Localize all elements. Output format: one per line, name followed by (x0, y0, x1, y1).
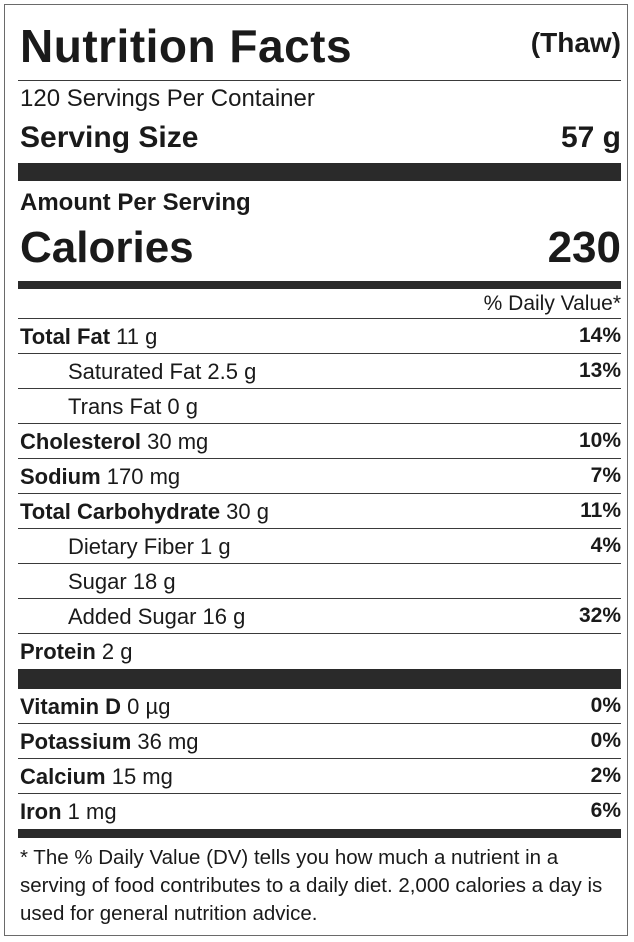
nutrient-name: Protein (20, 639, 96, 664)
daily-value-header: % Daily Value* (483, 292, 621, 315)
nutrient-amount: Sugar 18 g (68, 569, 176, 594)
nutrient-amount: Trans Fat 0 g (68, 394, 199, 419)
nutrient-row-saturated-fat: Saturated Fat 2.5 g 13% (18, 354, 621, 389)
vitamin-amount: 15 mg (105, 764, 173, 789)
vitamin-name: Vitamin D (20, 694, 122, 719)
nutrient-row-sugar: Sugar 18 g (18, 564, 621, 599)
nutrient-row-dietary-fiber: Dietary Fiber 1 g 4% (18, 529, 621, 564)
calories-label: Calories (20, 223, 194, 272)
servings-row: 120 Servings Per Container (18, 81, 621, 119)
nutrient-name: Cholesterol (20, 429, 142, 454)
nutrient-dv: 7% (590, 464, 621, 487)
nutrient-amount: Dietary Fiber 1 g (68, 534, 231, 559)
divider-medium (18, 829, 621, 838)
nutrient-amount: 170 mg (100, 464, 181, 489)
vitamin-amount: 36 mg (131, 729, 199, 754)
divider-medium (18, 281, 621, 289)
label-title: Nutrition Facts (20, 20, 353, 72)
title-row: Nutrition Facts (Thaw) (18, 5, 621, 81)
vitamin-row-vitamin-d: Vitamin D 0 µg 0% (18, 689, 621, 724)
nutrient-row-cholesterol: Cholesterol 30 mg 10% (18, 424, 621, 459)
nutrient-row-total-carbohydrate: Total Carbohydrate 30 g 11% (18, 494, 621, 529)
nutrient-row-protein: Protein 2 g (18, 634, 621, 669)
nutrient-row-added-sugar: Added Sugar 16 g 32% (18, 599, 621, 634)
servings-per-container: 120 Servings Per Container (20, 85, 315, 112)
serving-size-value: 57 g (560, 121, 621, 154)
vitamin-dv: 2% (590, 764, 621, 787)
vitamin-row-calcium: Calcium 15 mg 2% (18, 759, 621, 794)
nutrient-amount: 30 mg (141, 429, 209, 454)
amount-row: Amount Per Serving (18, 181, 621, 223)
calories-value: 230 (547, 223, 621, 272)
vitamin-name: Iron (20, 799, 62, 824)
nutrient-amount: Saturated Fat 2.5 g (68, 359, 257, 384)
nutrient-row-total-fat: Total Fat 11 g 14% (18, 319, 621, 354)
nutrition-label: Nutrition Facts (Thaw) 120 Servings Per … (4, 4, 628, 936)
nutrient-amount: Added Sugar 16 g (68, 604, 246, 629)
nutrient-dv: 4% (590, 534, 621, 557)
vitamin-dv: 0% (590, 729, 621, 752)
nutrient-dv: 13% (578, 359, 621, 382)
serving-size-label: Serving Size (20, 121, 199, 154)
footnote: * The % Daily Value (DV) tells you how m… (20, 846, 603, 925)
vitamin-amount: 0 µg (121, 694, 171, 719)
label-subtitle: (Thaw) (530, 27, 621, 58)
vitamin-name: Calcium (20, 764, 106, 789)
nutrient-name: Total Fat (20, 324, 111, 349)
amount-per-serving: Amount Per Serving (20, 189, 251, 216)
nutrient-dv: 14% (578, 324, 621, 347)
nutrient-row-trans-fat: Trans Fat 0 g (18, 389, 621, 424)
nutrient-amount: 11 g (110, 324, 158, 349)
nutrient-dv: 32% (578, 604, 621, 627)
vitamin-name: Potassium (20, 729, 132, 754)
vitamin-row-iron: Iron 1 mg 6% (18, 794, 621, 829)
vitamin-amount: 1 mg (61, 799, 117, 824)
nutrient-row-sodium: Sodium 170 mg 7% (18, 459, 621, 494)
divider-thick (18, 163, 621, 181)
nutrient-name: Total Carbohydrate (20, 499, 221, 524)
vitamin-dv: 6% (590, 799, 621, 822)
vitamin-row-potassium: Potassium 36 mg 0% (18, 724, 621, 759)
nutrient-dv: 10% (578, 429, 621, 452)
nutrient-list: Total Fat 11 g 14% Saturated Fat 2.5 g 1… (18, 319, 621, 669)
nutrient-amount: 2 g (95, 639, 133, 664)
nutrient-name: Sodium (20, 464, 101, 489)
daily-value-row: % Daily Value* (18, 289, 621, 319)
vitamin-dv: 0% (590, 694, 621, 717)
serving-size-row: Serving Size 57 g (18, 119, 621, 163)
vitamin-list: Vitamin D 0 µg 0% Potassium 36 mg 0% Cal… (18, 689, 621, 829)
nutrient-amount: 30 g (220, 499, 269, 524)
calories-row: Calories 230 (18, 223, 621, 281)
nutrient-dv: 11% (580, 499, 621, 522)
divider-thick (18, 669, 621, 689)
